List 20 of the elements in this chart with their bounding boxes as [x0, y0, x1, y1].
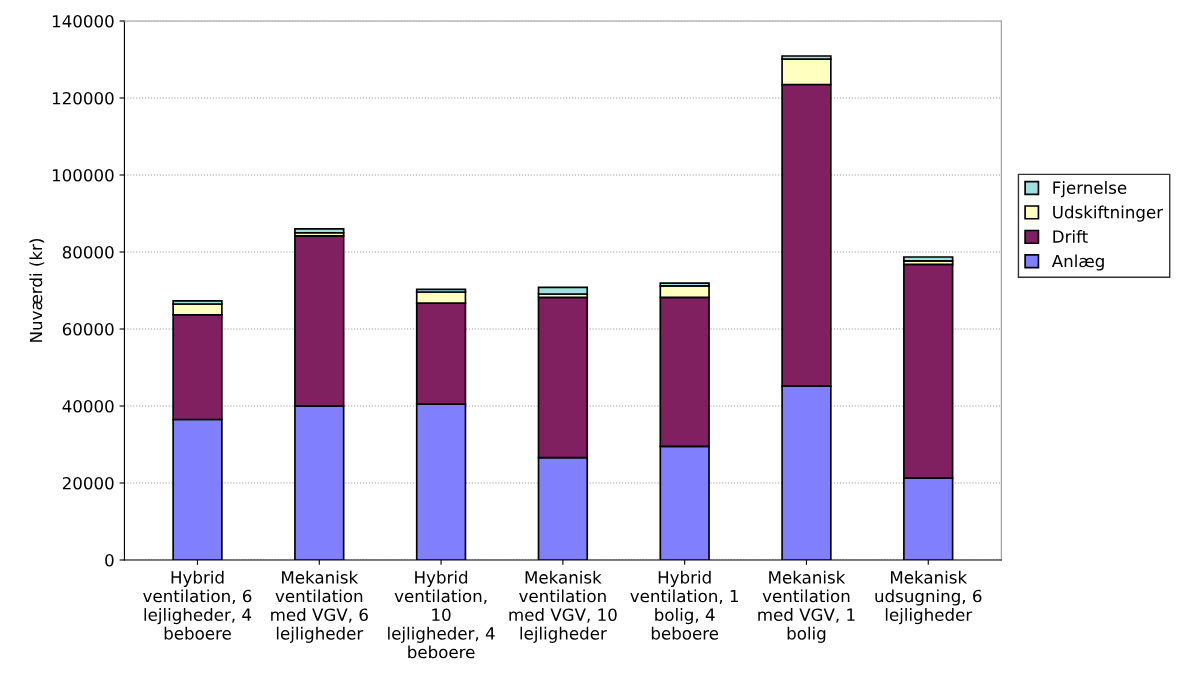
y-tick-label: 120000: [52, 91, 114, 105]
y-tick-label: 140000: [52, 14, 114, 28]
y-tick-label: 0: [105, 553, 114, 567]
y-axis-title: Nuværdi (kr): [29, 239, 45, 342]
legend-label: Drift: [1053, 229, 1088, 243]
x-tick-label: Mekanisk ventilation med VGV, 1 bolig: [758, 570, 855, 643]
x-tick-label: Hybrid ventilation, 10 lejligheder, 4 beboere: [388, 570, 495, 659]
y-tick-label: 40000: [62, 399, 114, 413]
x-tick-label: Hybrid ventilation, 6 lejligheder, 4 beboere: [143, 570, 252, 640]
y-tick-label: 80000: [62, 245, 114, 259]
y-tick-label: 20000: [62, 476, 114, 490]
x-tick-label: Mekanisk ventilation med VGV, 10 lejligheder: [509, 570, 617, 643]
y-tick-label: 60000: [62, 322, 114, 336]
y-tick-label: 100000: [52, 168, 114, 182]
x-tick-label: Hybrid ventilation, 1 bolig, 4 beboere: [630, 570, 739, 640]
x-tick-label: Mekanisk ventilation med VGV, 6 lejligheder: [271, 570, 368, 643]
legend-label: Udskiftninger: [1053, 205, 1164, 222]
legend-label: Anlæg: [1051, 254, 1104, 271]
x-tick-label: Mekanisk udsugning, 6 lejligheder: [875, 570, 982, 625]
legend-label: Fjernelse: [1053, 181, 1127, 198]
